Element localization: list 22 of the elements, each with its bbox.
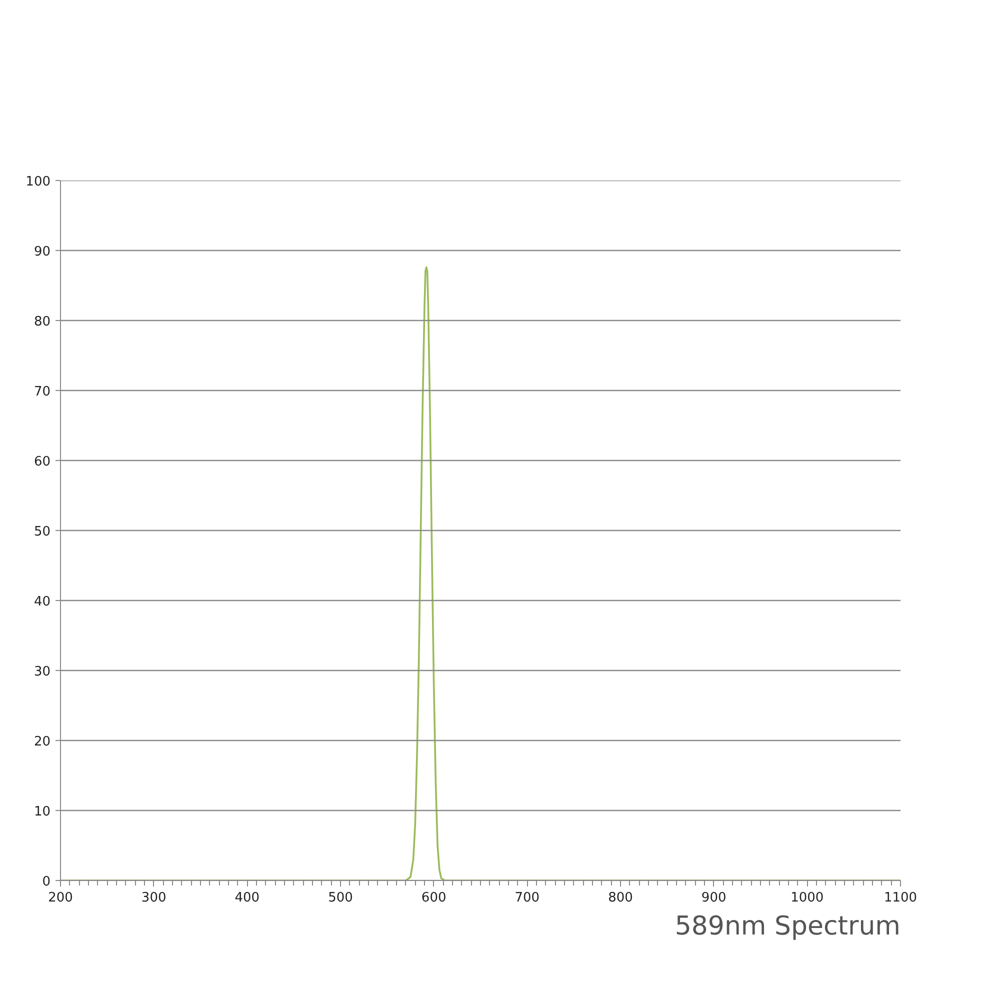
- y-tick-label: 50: [34, 524, 51, 540]
- y-tick-label: 0: [42, 874, 51, 890]
- x-tick-label: 600: [421, 890, 446, 906]
- y-tick-label: 20: [34, 734, 51, 750]
- x-tick-label: 300: [141, 890, 166, 906]
- text: 589nm Spectrum: [674, 912, 901, 942]
- y-tick-label: 80: [34, 314, 51, 330]
- y-tick-label: 40: [34, 594, 51, 610]
- x-tick-label: 800: [608, 890, 633, 906]
- y-tick-label: 90: [34, 244, 51, 260]
- y-tick-label: 60: [34, 454, 51, 470]
- x-tick-label: 500: [328, 890, 353, 906]
- x-tick-label: 700: [514, 890, 540, 906]
- x-tick-label: 1000: [790, 890, 824, 906]
- x-tick-label: 200: [48, 890, 73, 906]
- x-tick-label: 400: [234, 890, 260, 906]
- y-tick-label: 70: [34, 384, 51, 400]
- y-tick-label: 10: [34, 804, 51, 820]
- y-tick-label: 100: [26, 174, 51, 190]
- y-tick-label: 30: [34, 664, 51, 680]
- x-tick-label: 900: [701, 890, 726, 906]
- x-tick-label: 1100: [884, 890, 918, 906]
